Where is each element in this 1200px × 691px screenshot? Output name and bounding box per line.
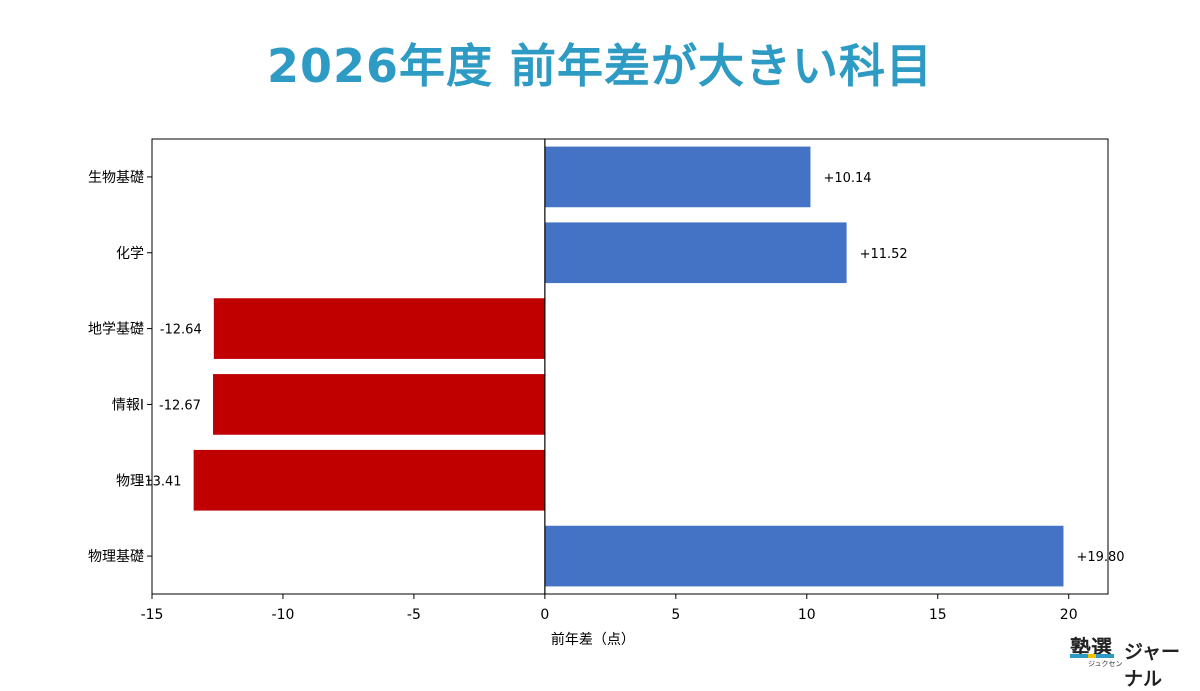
- category-label: 地学基礎: [88, 321, 144, 338]
- category-label: 生物基礎: [88, 169, 144, 186]
- logo-sub-text: ジュクセン: [1088, 660, 1123, 668]
- page-title: 2026年度 前年差が大きい科目: [266, 39, 934, 93]
- x-tick-label: 0: [540, 607, 549, 623]
- logo-color-strip: [1070, 654, 1114, 658]
- category-label: 情報Ⅰ: [112, 397, 144, 413]
- value-label: +19.80: [1076, 550, 1124, 565]
- bar: [213, 374, 545, 435]
- plot-frame: [151, 138, 1109, 595]
- x-axis-label: 前年差（点）: [551, 631, 635, 648]
- x-tick-label: -15: [141, 607, 164, 623]
- bar: [213, 298, 545, 359]
- x-tick-label: 15: [929, 607, 947, 623]
- value-label: -13.41: [140, 474, 182, 489]
- bar: [544, 525, 1064, 587]
- logo-strip-segment: [1088, 654, 1096, 658]
- category-label: 物理基礎: [88, 548, 144, 565]
- x-tick-label: 20: [1060, 607, 1078, 623]
- value-label: -12.64: [160, 323, 202, 338]
- logo-strip-segment: [1096, 654, 1114, 658]
- logo-strip-segment: [1070, 654, 1088, 658]
- x-tick-label: 10: [798, 607, 816, 623]
- category-label: 物理: [116, 473, 144, 489]
- bar: [544, 222, 847, 284]
- value-label: +11.52: [860, 247, 908, 262]
- bar: [544, 146, 811, 208]
- value-label: +10.14: [823, 171, 871, 186]
- x-tick-label: 5: [671, 607, 680, 623]
- value-label: -12.67: [159, 398, 201, 413]
- logo-journal-text: ジャーナル: [1124, 641, 1181, 690]
- brand-logo: 塾選 ジュクセン ジャーナル: [1066, 632, 1196, 690]
- x-tick-label: -5: [407, 607, 421, 623]
- category-label: 化学: [116, 246, 144, 262]
- bar: [193, 449, 545, 511]
- x-tick-label: -10: [272, 607, 295, 623]
